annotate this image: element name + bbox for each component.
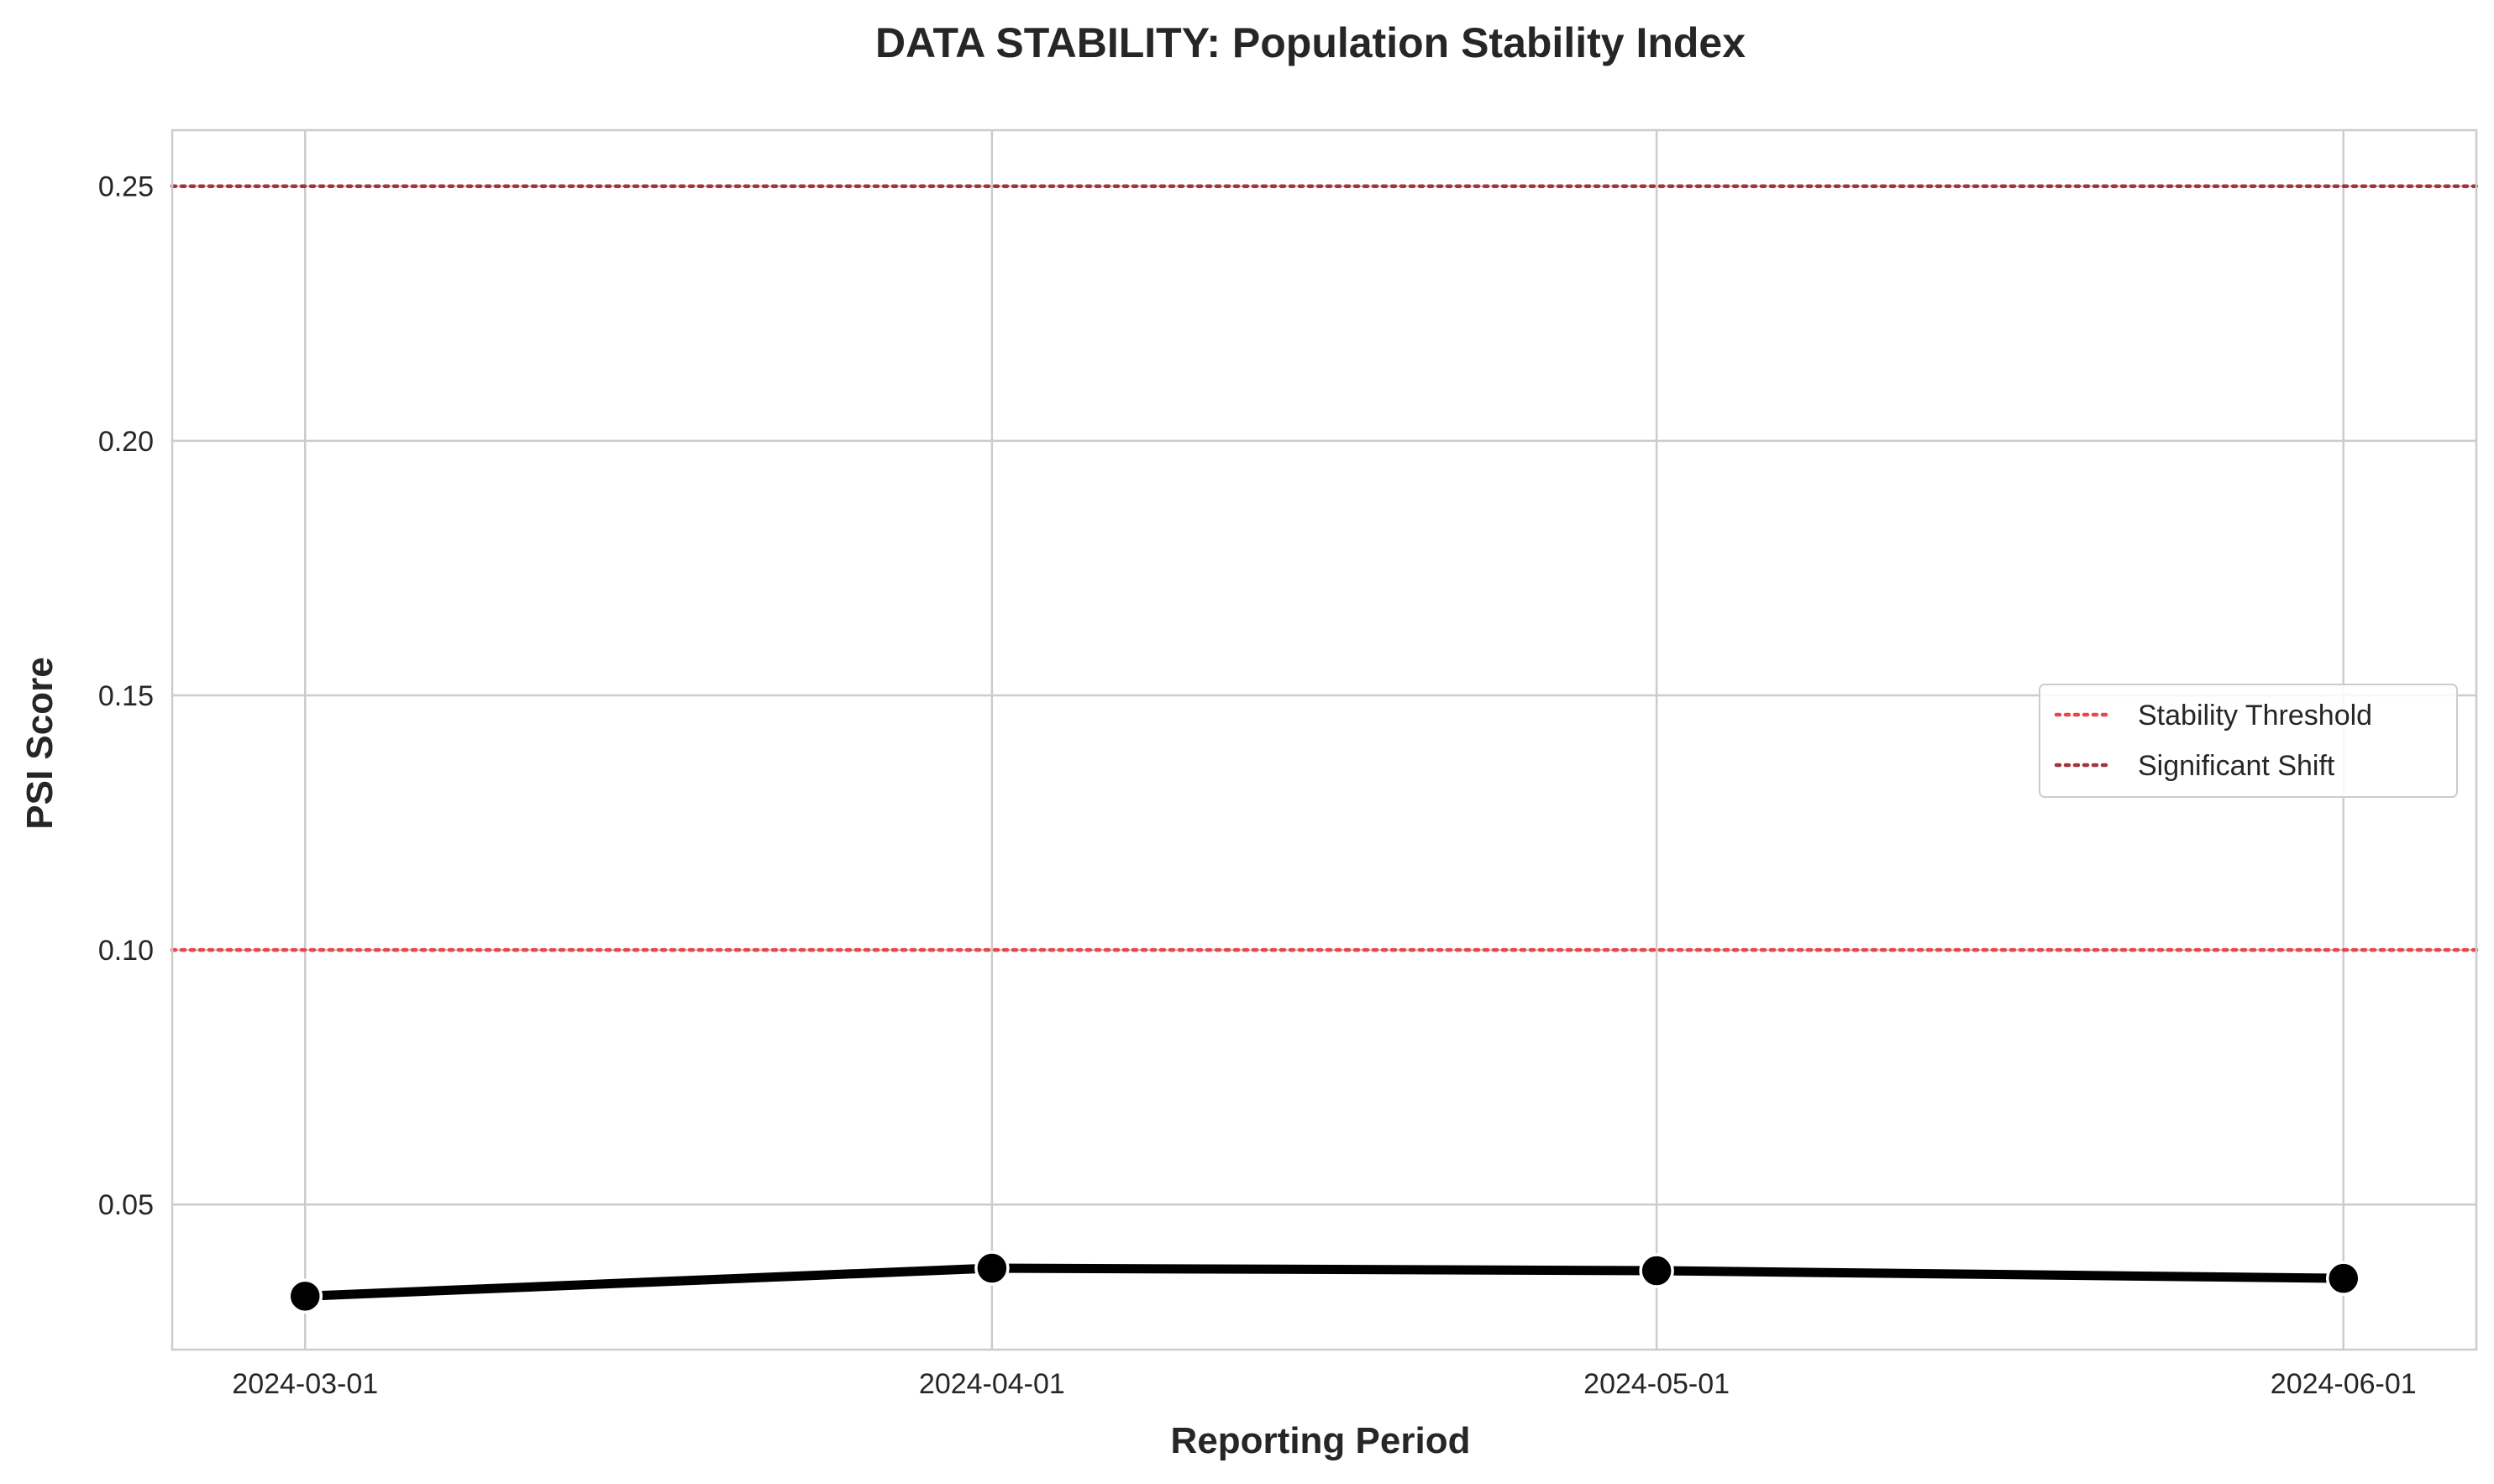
psi-data-point — [2326, 1261, 2361, 1296]
x-axis-label: Reporting Period — [1171, 1420, 1471, 1461]
psi-data-point — [287, 1278, 323, 1314]
x-tick-label: 2024-04-01 — [919, 1368, 1065, 1400]
y-tick-label: 0.05 — [98, 1189, 154, 1221]
psi-data-point — [1639, 1253, 1674, 1288]
x-tick-label: 2024-03-01 — [232, 1368, 378, 1400]
psi-data-point — [974, 1251, 1010, 1286]
legend-entry-label: Stability Threshold — [2138, 700, 2372, 732]
psi-series-line — [300, 1263, 2349, 1301]
legend-entry-label: Significant Shift — [2138, 750, 2335, 782]
legend-box — [2039, 684, 2458, 798]
y-tick-label: 0.20 — [98, 426, 154, 458]
chart-title: DATA STABILITY: Population Stability Ind… — [875, 19, 1746, 66]
y-tick-label: 0.25 — [98, 171, 154, 203]
y-tick-label: 0.15 — [98, 680, 154, 712]
legend: Stability Threshold Significant Shift — [2039, 684, 2458, 798]
plot-border — [171, 128, 2478, 1351]
x-tick-label: 2024-05-01 — [1583, 1368, 1730, 1400]
x-tick-label: 2024-06-01 — [2271, 1368, 2417, 1400]
y-tick-label: 0.10 — [98, 935, 154, 967]
y-axis-label: PSI Score — [19, 657, 60, 829]
